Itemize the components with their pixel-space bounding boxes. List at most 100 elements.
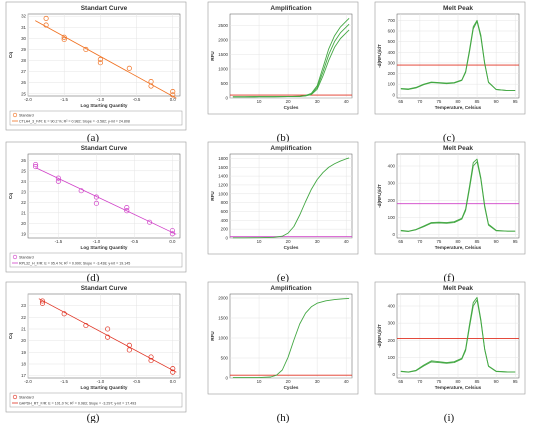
x-tick-label: 20 <box>286 239 291 244</box>
y-axis-label: Cq <box>8 193 13 199</box>
data-point <box>126 347 132 353</box>
x-tick-label: 10 <box>257 99 262 104</box>
x-tick-label: -1.0 <box>93 239 101 244</box>
y-tick-label: 500 <box>221 81 229 86</box>
legend-entry: Standard <box>19 255 34 259</box>
x-tick-label: 65 <box>398 99 403 104</box>
panel-caption: (f) <box>444 272 455 284</box>
x-axis-label: Log Starting Quantity <box>81 385 128 390</box>
legend-marker <box>12 254 18 260</box>
data-point <box>97 60 103 66</box>
y-tick-label: 18 <box>21 362 26 367</box>
data-point <box>78 188 84 194</box>
y-tick-label: 0 <box>226 96 229 101</box>
y-tick-label: 400 <box>388 50 396 55</box>
y-tick-label: 300 <box>388 181 396 186</box>
y-tick-label: 0 <box>226 236 229 241</box>
x-tick-label: 65 <box>398 379 403 384</box>
x-tick-label: 0.0 <box>170 379 177 384</box>
y-tick-label: 1000 <box>218 191 228 196</box>
panel-caption: (c) <box>443 132 456 144</box>
legend-box <box>9 110 183 126</box>
data-point <box>169 228 175 234</box>
x-tick-label: 75 <box>436 99 441 104</box>
y-tick-label: 22 <box>21 315 26 320</box>
y-tick-label: 400 <box>388 164 396 169</box>
y-tick-label: 800 <box>221 200 229 205</box>
data-point <box>147 219 153 225</box>
y-axis-label: -d(RFU)/dT <box>377 44 382 68</box>
y-tick-label: 20 <box>21 338 26 343</box>
data-point <box>33 164 39 170</box>
series-line <box>400 299 516 373</box>
y-tick-label: 0 <box>226 376 229 381</box>
x-tick-label: 30 <box>315 379 320 384</box>
y-tick-label: 400 <box>221 218 229 223</box>
y-axis-label: RFU <box>210 51 215 61</box>
x-tick-label: 80 <box>456 239 461 244</box>
data-point <box>61 36 67 43</box>
x-tick-label: 85 <box>475 379 480 384</box>
data-point <box>148 354 154 360</box>
legend-entry: Standard <box>19 395 34 399</box>
y-tick-label: 1500 <box>218 316 228 321</box>
y-tick-label: 100 <box>388 355 396 360</box>
data-point <box>55 175 61 181</box>
data-point <box>170 92 176 98</box>
data-point <box>33 161 39 168</box>
data-point <box>169 231 175 237</box>
x-tick-label: -0.5 <box>133 379 141 384</box>
chart-title: Standart Curve <box>81 285 128 292</box>
y-tick-label: 30 <box>21 36 26 41</box>
panel-caption: (a) <box>87 132 100 144</box>
x-tick-label: 30 <box>315 239 320 244</box>
y-tick-label: 29 <box>21 47 26 52</box>
y-axis-label: Cq <box>8 333 13 339</box>
y-tick-label: 24 <box>21 179 26 184</box>
y-tick-label: 1800 <box>218 156 228 161</box>
x-tick-label: -0.5 <box>133 97 141 102</box>
y-tick-label: 23 <box>21 303 26 308</box>
x-tick-label: 10 <box>257 379 262 384</box>
data-point <box>39 300 46 306</box>
legend-box <box>9 392 183 408</box>
y-axis-label: -d(RFU)/dT <box>377 184 382 208</box>
data-point <box>170 366 176 372</box>
data-point <box>93 194 99 200</box>
y-tick-label: 27 <box>21 69 26 74</box>
data-point <box>170 89 176 95</box>
chart-title: Melt Peak <box>443 5 473 12</box>
data-point <box>83 322 89 329</box>
y-tick-label: 19 <box>21 350 26 355</box>
y-tick-label: 17 <box>21 373 26 378</box>
legend-marker <box>12 394 18 400</box>
y-tick-label: 28 <box>21 58 26 63</box>
x-tick-label: 70 <box>417 379 422 384</box>
y-tick-label: 0 <box>393 92 396 97</box>
y-tick-label: 22 <box>21 200 26 205</box>
chart-title: Melt Peak <box>443 285 473 292</box>
y-tick-label: 1400 <box>218 174 228 179</box>
x-tick-label: 80 <box>456 379 461 384</box>
x-tick-label: 80 <box>456 99 461 104</box>
panel-caption: (i) <box>444 412 455 423</box>
x-tick-label: 30 <box>315 99 320 104</box>
plot-area <box>229 293 353 379</box>
panel-caption: (h) <box>277 412 290 423</box>
y-tick-label: 1000 <box>218 67 228 72</box>
data-point <box>39 298 46 304</box>
y-tick-label: 26 <box>21 158 26 163</box>
x-tick-label: 40 <box>344 379 349 384</box>
chart-title: Amplification <box>270 5 311 12</box>
x-tick-label: -1.0 <box>97 97 105 102</box>
y-axis-label: Cq <box>8 52 13 58</box>
y-tick-label: 25 <box>21 168 26 173</box>
y-tick-label: 21 <box>21 327 26 332</box>
data-point <box>97 56 103 62</box>
y-tick-label: 21 <box>21 210 26 215</box>
plot-area <box>27 13 181 97</box>
x-tick-label: 90 <box>494 379 499 384</box>
y-tick-label: 1600 <box>218 165 228 170</box>
data-point <box>170 369 176 375</box>
data-point <box>61 311 67 317</box>
